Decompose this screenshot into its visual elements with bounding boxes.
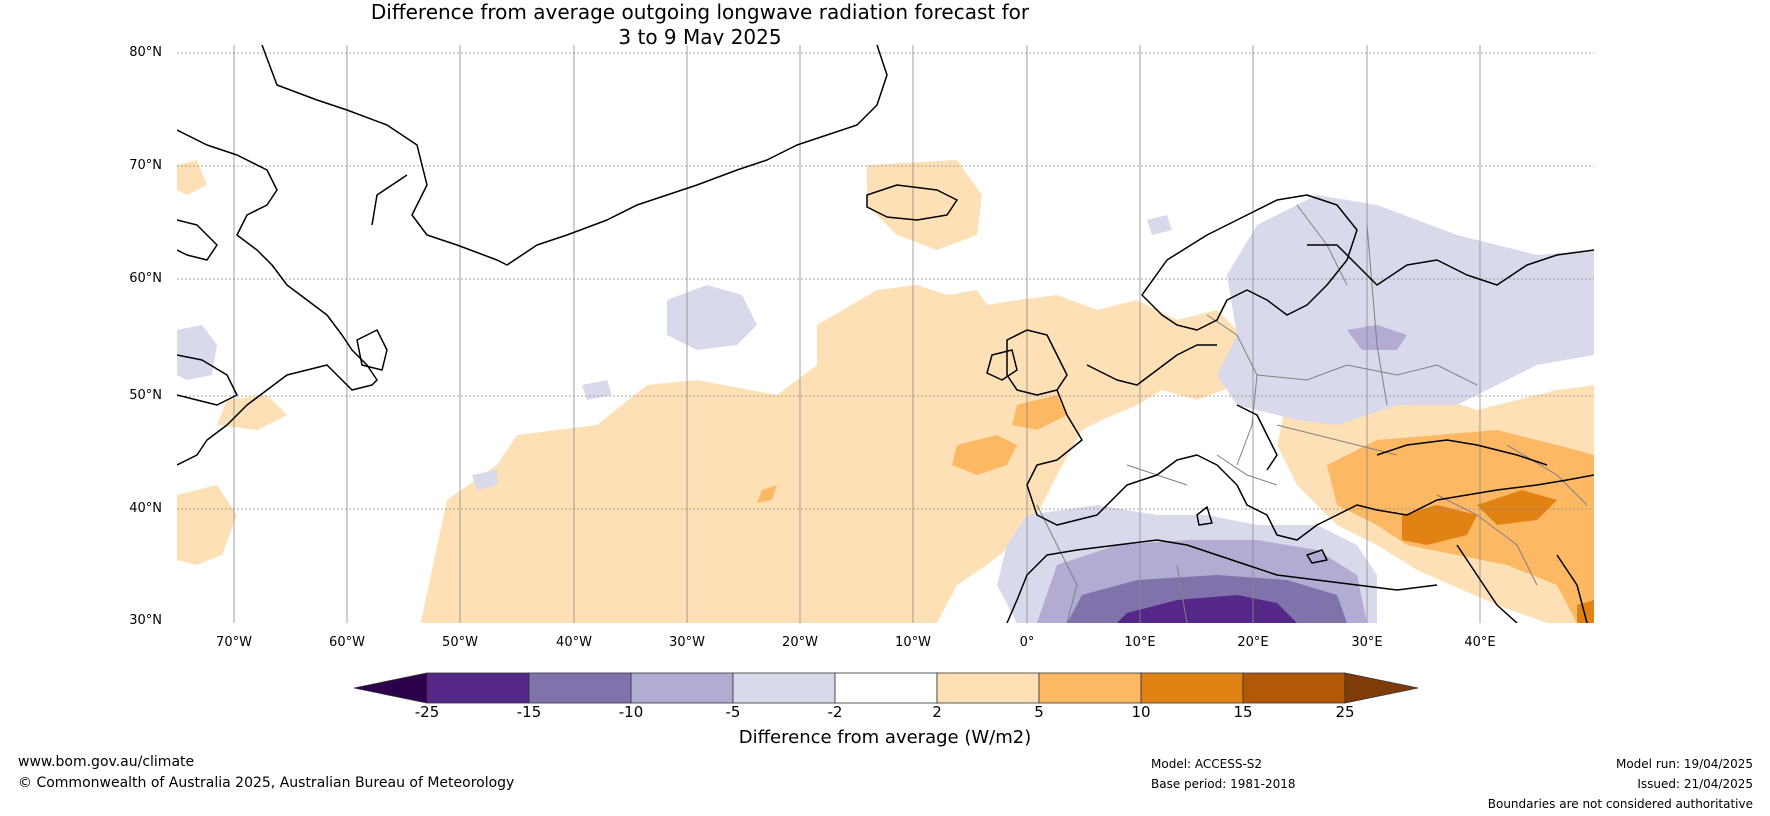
colorbar-segment--10-to--5	[630, 672, 734, 704]
lon-label-10w: 10°W	[895, 635, 931, 650]
lon-label-50w: 50°W	[442, 635, 478, 650]
lon-label-20e: 20°E	[1237, 635, 1269, 650]
lon-label-20w: 20°W	[782, 635, 818, 650]
colorbar-segment--2-to-2	[834, 672, 938, 704]
lat-label-70n: 70°N	[129, 158, 162, 173]
colorbar-tick-25: 25	[1335, 703, 1355, 721]
forecast-map	[177, 45, 1594, 623]
colorbar-tick-15: 15	[1233, 703, 1253, 721]
lon-label-70w: 70°W	[216, 635, 252, 650]
colorbar-segment-15-to-25	[1242, 672, 1346, 704]
lon-label-60w: 60°W	[329, 635, 365, 650]
colorbar-tick-10: 10	[1131, 703, 1151, 721]
colorbar-segment--5-to--2	[732, 672, 836, 704]
lon-label-30e: 30°E	[1351, 635, 1383, 650]
model-name: Model: ACCESS-S2	[1151, 757, 1263, 771]
graticule	[177, 45, 1594, 623]
lat-label-40n: 40°N	[129, 501, 162, 516]
colorbar-extend-low	[353, 672, 428, 704]
colorbar-segment--25-to--15	[426, 672, 530, 704]
lon-label-40w: 40°W	[556, 635, 592, 650]
lon-label-30w: 30°W	[669, 635, 705, 650]
website-link[interactable]: www.bom.gov.au/climate	[18, 754, 195, 770]
copyright-text: © Commonwealth of Australia 2025, Austra…	[18, 775, 515, 791]
colorbar-segment-10-to-15	[1140, 672, 1244, 704]
colorbar-tick-minus-10: -10	[618, 703, 644, 721]
colorbar-extend-high	[1344, 672, 1419, 704]
lat-label-80n: 80°N	[129, 45, 162, 60]
anomaly-negative-extreme	[1117, 595, 1297, 623]
map-title: Difference from average outgoing longwav…	[0, 0, 1400, 50]
colorbar-tick-5: 5	[1034, 703, 1044, 721]
colorbar-segment-2-to-5	[936, 672, 1040, 704]
colorbar-tick-minus-5: -5	[725, 703, 741, 721]
lon-label-10e: 10°E	[1124, 635, 1156, 650]
lat-label-30n: 30°N	[129, 613, 162, 628]
lat-label-60n: 60°N	[129, 271, 162, 286]
boundaries-disclaimer: Boundaries are not considered authoritat…	[1487, 797, 1753, 811]
colorbar-segment--15-to--10	[528, 672, 632, 704]
colorbar	[353, 672, 1419, 704]
model-run-date: Model run: 19/04/2025	[1615, 757, 1753, 771]
lon-label-40e: 40°E	[1464, 635, 1496, 650]
colorbar-tick-minus-25: -25	[414, 703, 440, 721]
lat-label-50n: 50°N	[129, 388, 162, 403]
lon-label-0: 0°	[1019, 635, 1035, 650]
colorbar-segment-5-to-10	[1038, 672, 1142, 704]
colorbar-tick-minus-2: -2	[827, 703, 843, 721]
issued-date: Issued: 21/04/2025	[1637, 777, 1753, 791]
title-line-1: Difference from average outgoing longwav…	[370, 0, 1030, 24]
coastlines	[177, 45, 1594, 623]
base-period: Base period: 1981-2018	[1151, 777, 1296, 791]
colorbar-tick-minus-15: -15	[516, 703, 542, 721]
colorbar-tick-2: 2	[932, 703, 942, 721]
anomaly-positive-strong	[1402, 490, 1594, 623]
country-borders	[1036, 204, 1588, 623]
colorbar-label: Difference from average (W/m2)	[738, 727, 1032, 748]
